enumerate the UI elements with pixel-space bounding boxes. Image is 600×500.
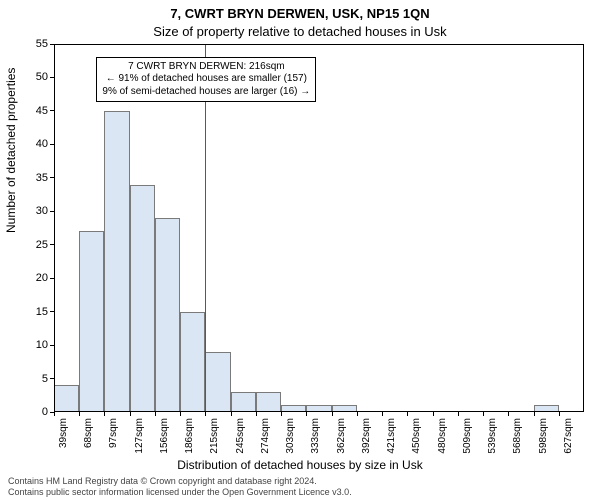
xtick-label: 539sqm	[487, 418, 498, 454]
histogram-bar	[104, 111, 129, 412]
xtick-mark	[357, 412, 358, 416]
chart-title-main: 7, CWRT BRYN DERWEN, USK, NP15 1QN	[0, 6, 600, 21]
xtick-label: 480sqm	[437, 418, 448, 454]
xtick-label: 362sqm	[336, 418, 347, 454]
ytick-label: 10	[36, 339, 48, 351]
ytick-mark	[50, 345, 54, 346]
ytick-mark	[50, 378, 54, 379]
xtick-label: 392sqm	[361, 418, 372, 454]
xtick-label: 421sqm	[386, 418, 397, 454]
histogram-bar	[155, 218, 180, 412]
histogram-bar	[205, 352, 230, 412]
y-axis-label: Number of detached properties	[4, 68, 18, 233]
xtick-label: 333sqm	[310, 418, 321, 454]
footer-line2: Contains public sector information licen…	[8, 487, 592, 498]
histogram-bar	[534, 405, 559, 412]
ytick-mark	[50, 244, 54, 245]
ytick-label: 40	[36, 138, 48, 150]
xtick-label: 509sqm	[462, 418, 473, 454]
xtick-label: 568sqm	[512, 418, 523, 454]
xtick-mark	[433, 412, 434, 416]
histogram-bar	[332, 405, 357, 412]
xtick-label: 245sqm	[235, 418, 246, 454]
chart-title-sub: Size of property relative to detached ho…	[0, 24, 600, 39]
histogram-bar	[256, 392, 281, 412]
xtick-mark	[559, 412, 560, 416]
ytick-mark	[50, 211, 54, 212]
xtick-mark	[54, 412, 55, 416]
xtick-label: 274sqm	[260, 418, 271, 454]
footer-line1: Contains HM Land Registry data © Crown c…	[8, 476, 592, 487]
histogram-bar	[281, 405, 306, 412]
xtick-label: 127sqm	[134, 418, 145, 454]
ytick-label: 0	[42, 406, 48, 418]
xtick-mark	[382, 412, 383, 416]
ytick-label: 55	[36, 38, 48, 50]
histogram-bar	[180, 312, 205, 412]
xtick-mark	[483, 412, 484, 416]
histogram-bar	[306, 405, 331, 412]
annotation-line: 7 CWRT BRYN DERWEN: 216sqm	[102, 61, 310, 74]
xtick-mark	[407, 412, 408, 416]
xtick-label: 215sqm	[209, 418, 220, 454]
xtick-mark	[256, 412, 257, 416]
annotation-box: 7 CWRT BRYN DERWEN: 216sqm← 91% of detac…	[96, 57, 316, 103]
xtick-mark	[104, 412, 105, 416]
xtick-label: 627sqm	[563, 418, 574, 454]
xtick-label: 39sqm	[58, 418, 69, 448]
xtick-mark	[306, 412, 307, 416]
xtick-label: 303sqm	[285, 418, 296, 454]
histogram-bar	[54, 385, 79, 412]
xtick-mark	[281, 412, 282, 416]
ytick-label: 35	[36, 172, 48, 184]
xtick-mark	[180, 412, 181, 416]
annotation-line: ← 91% of detached houses are smaller (15…	[102, 73, 310, 86]
xtick-label: 68sqm	[83, 418, 94, 448]
xtick-mark	[155, 412, 156, 416]
ytick-mark	[50, 278, 54, 279]
ytick-label: 50	[36, 71, 48, 83]
xtick-mark	[130, 412, 131, 416]
ytick-label: 30	[36, 205, 48, 217]
xtick-mark	[79, 412, 80, 416]
xtick-label: 156sqm	[159, 418, 170, 454]
histogram-bar	[130, 185, 155, 412]
ytick-mark	[50, 44, 54, 45]
xtick-mark	[231, 412, 232, 416]
ytick-mark	[50, 311, 54, 312]
xtick-mark	[508, 412, 509, 416]
ytick-label: 20	[36, 272, 48, 284]
xtick-label: 598sqm	[538, 418, 549, 454]
histogram-bar	[79, 231, 104, 412]
ytick-mark	[50, 177, 54, 178]
ytick-label: 15	[36, 306, 48, 318]
xtick-label: 97sqm	[108, 418, 119, 448]
ytick-label: 45	[36, 105, 48, 117]
xtick-mark	[534, 412, 535, 416]
plot-area: 051015202530354045505539sqm68sqm97sqm127…	[54, 44, 584, 412]
xtick-label: 186sqm	[184, 418, 195, 454]
xtick-mark	[205, 412, 206, 416]
histogram-bar	[231, 392, 256, 412]
annotation-line: 9% of semi-detached houses are larger (1…	[102, 86, 310, 99]
ytick-mark	[50, 77, 54, 78]
ytick-label: 25	[36, 239, 48, 251]
xtick-mark	[332, 412, 333, 416]
x-axis-label: Distribution of detached houses by size …	[0, 458, 600, 472]
ytick-mark	[50, 144, 54, 145]
xtick-label: 450sqm	[411, 418, 422, 454]
ytick-mark	[50, 110, 54, 111]
chart-container: 7, CWRT BRYN DERWEN, USK, NP15 1QN Size …	[0, 0, 600, 500]
xtick-mark	[458, 412, 459, 416]
ytick-label: 5	[42, 373, 48, 385]
attribution-footer: Contains HM Land Registry data © Crown c…	[8, 476, 592, 498]
